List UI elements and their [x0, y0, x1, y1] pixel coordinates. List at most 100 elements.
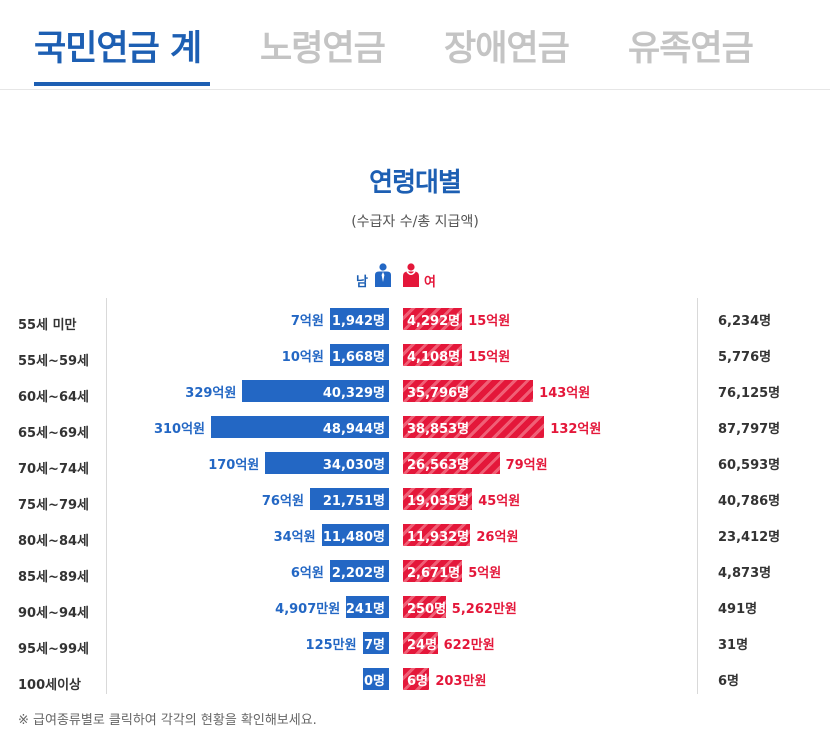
total-count-label: 491명 — [718, 602, 758, 617]
age-label: 80세~84세 — [18, 534, 89, 549]
left-divider — [106, 298, 107, 694]
total-count-label: 4,873명 — [718, 566, 772, 581]
age-label: 100세이상 — [18, 678, 82, 693]
legend-male-label: 남 — [356, 275, 368, 290]
female-bar — [403, 524, 471, 546]
age-label: 90세~94세 — [18, 606, 89, 621]
chart-row: 55세~59세 1,668명 10억원 4,108명 15억원 5,776명 — [0, 340, 830, 376]
female-bar — [403, 452, 500, 474]
age-label: 65세~69세 — [18, 426, 89, 441]
female-amount-label: 79억원 — [505, 458, 548, 473]
male-amount-label: 329억원 — [185, 386, 237, 401]
female-count-label: 2,671명 — [407, 566, 461, 581]
age-label: 60세~64세 — [18, 390, 89, 405]
tab-old-age[interactable]: 노령연금 — [260, 29, 386, 69]
total-count-label: 87,797명 — [718, 422, 781, 437]
male-bar — [329, 308, 389, 330]
total-count-label: 31명 — [718, 638, 749, 653]
female-person-icon — [403, 263, 419, 287]
female-amount-label: 45억원 — [478, 494, 521, 509]
total-count-label: 60,593명 — [718, 458, 781, 473]
chart-row: 75세~79세 21,751명 76억원 19,035명 45억원 40,786명 — [0, 484, 830, 520]
male-bar — [329, 560, 389, 582]
total-count-label: 76,125명 — [718, 386, 781, 401]
age-label: 70세~74세 — [18, 462, 89, 477]
female-amount-label: 5,262만원 — [451, 602, 517, 617]
female-amount-label: 622만원 — [443, 638, 495, 653]
female-count-label: 19,035명 — [407, 494, 470, 509]
female-bar — [403, 344, 463, 366]
male-amount-label: 170억원 — [208, 458, 260, 473]
chart-row: 80세~84세 11,480명 34억원 11,932명 26억원 23,412명 — [0, 520, 830, 556]
male-bar — [321, 524, 389, 546]
female-amount-label: 26억원 — [476, 530, 519, 545]
tab-total[interactable]: 국민연금 계 — [34, 29, 202, 69]
female-count-label: 6명 — [407, 674, 429, 689]
age-label: 95세~99세 — [18, 642, 89, 657]
female-amount-label: 132억원 — [550, 422, 602, 437]
female-count-label: 4,108명 — [407, 350, 461, 365]
chart-legend: 남 여 — [338, 263, 488, 290]
male-bar — [309, 488, 389, 510]
chart-row: 95세~99세 7명 125만원 24명 622만원 31명 — [0, 628, 830, 664]
female-amount-label: 15억원 — [468, 314, 511, 329]
female-bar — [403, 632, 438, 654]
female-bar — [403, 668, 430, 690]
male-count-label: 34,030명 — [322, 458, 385, 473]
female-amount-label: 5억원 — [468, 566, 502, 581]
age-label: 55세 미만 — [18, 318, 77, 333]
male-amount-label: 34억원 — [273, 530, 316, 545]
male-bar — [346, 596, 389, 618]
chart-row: 100세이상 0명 6명 203만원 6명 — [0, 664, 830, 700]
chart-title: 연령대별 — [369, 168, 462, 198]
total-count-label: 6,234명 — [718, 314, 772, 329]
male-amount-label: 4,907만원 — [275, 602, 341, 617]
female-count-label: 35,796명 — [407, 386, 470, 401]
male-bar — [211, 416, 389, 438]
chart-row: 55세 미만 1,942명 7억원 4,292명 15억원 6,234명 — [0, 304, 830, 340]
tab-survivor[interactable]: 유족연금 — [628, 29, 754, 69]
male-count-label: 241명 — [345, 602, 385, 617]
female-count-label: 24명 — [407, 638, 438, 653]
male-count-label: 1,668명 — [331, 350, 385, 365]
male-bar — [362, 632, 389, 654]
male-amount-label: 310억원 — [153, 422, 205, 437]
female-count-label: 250명 — [407, 602, 447, 617]
age-label: 85세~89세 — [18, 570, 89, 585]
male-count-label: 1,942명 — [331, 314, 385, 329]
female-bar — [403, 488, 473, 510]
tab-disability[interactable]: 장애연금 — [444, 29, 570, 69]
active-tab-indicator — [34, 82, 210, 86]
male-amount-label: 76억원 — [261, 494, 304, 509]
footnote: ※ 급여종류별로 클릭하여 각각의 현황을 확인해보세요. — [18, 713, 317, 728]
male-count-label: 21,751명 — [322, 494, 385, 509]
chart-subtitle: (수급자 수/총 지급액) — [351, 214, 479, 230]
male-amount-label: 7억원 — [290, 314, 324, 329]
male-count-label: 2,202명 — [331, 566, 385, 581]
female-amount-label: 15억원 — [468, 350, 511, 365]
female-count-label: 38,853명 — [407, 422, 470, 437]
male-count-label: 7명 — [363, 638, 385, 653]
male-count-label: 48,944명 — [322, 422, 385, 437]
total-count-label: 6명 — [718, 674, 740, 689]
male-count-label: 11,480명 — [322, 530, 385, 545]
male-bar — [329, 344, 389, 366]
female-amount-label: 203만원 — [435, 674, 487, 689]
chart-row: 90세~94세 241명 4,907만원 250명 5,262만원 491명 — [0, 592, 830, 628]
female-bar — [403, 380, 534, 402]
female-bar — [403, 416, 545, 438]
total-count-label: 40,786명 — [718, 494, 781, 509]
female-amount-label: 143억원 — [539, 386, 591, 401]
male-amount-label: 125만원 — [305, 638, 357, 653]
chart-row: 60세~64세 40,329명 329억원 35,796명 143억원 76,125명 — [0, 376, 830, 412]
female-bar — [403, 308, 463, 330]
age-group-chart: 55세 미만 1,942명 7억원 4,292명 15억원 6,234명 55세~59세 1,… — [0, 298, 830, 694]
age-label: 55세~59세 — [18, 354, 89, 369]
female-count-label: 11,932명 — [407, 530, 470, 545]
legend-female-label: 여 — [424, 275, 436, 290]
right-divider — [697, 298, 698, 694]
male-count-label: 40,329명 — [322, 386, 385, 401]
chart-row: 70세~74세 34,030명 170억원 26,563명 79억원 60,593명 — [0, 448, 830, 484]
male-person-icon — [375, 263, 391, 287]
chart-row: 85세~89세 2,202명 6억원 2,671명 5억원 4,873명 — [0, 556, 830, 592]
